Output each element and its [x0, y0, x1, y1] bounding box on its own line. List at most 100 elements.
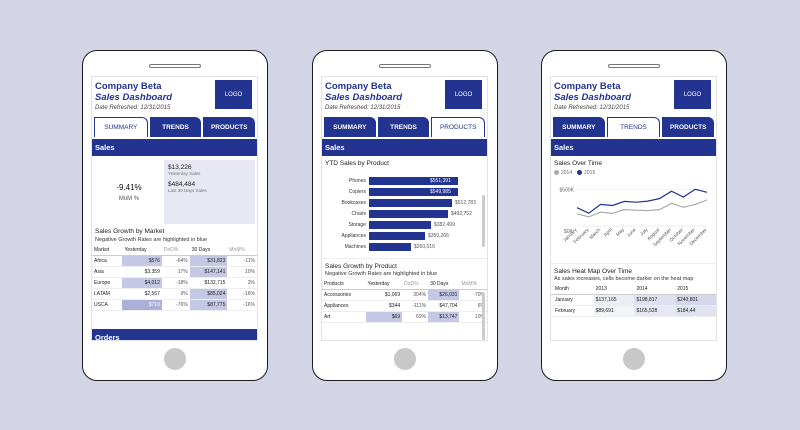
legend-dot-icon	[554, 170, 559, 176]
chart-scrollbar[interactable]	[482, 195, 485, 247]
legend-item-2014[interactable]: 2014	[554, 170, 572, 176]
logo: LOGO	[215, 80, 252, 109]
heat-map-title: Sales Heat Map Over Time	[551, 263, 716, 276]
screen: Company Beta Sales Dashboard Date Refres…	[550, 76, 717, 341]
col-2013: 2013	[593, 284, 635, 295]
mom-label: MoM %	[118, 195, 140, 202]
home-button[interactable]	[394, 348, 416, 370]
table-row: USCA $710 -76% $87,775 -16%	[92, 299, 257, 311]
section-sales: Sales	[551, 139, 716, 156]
chart-title: YTD Sales by Product	[325, 160, 389, 167]
cell: $3,359	[122, 266, 162, 278]
cell: -70%	[459, 289, 487, 301]
bar-row: Appliances $350,266	[322, 230, 487, 241]
home-button[interactable]	[164, 348, 186, 370]
table-row: Art $69 69% $13,747 10%	[322, 311, 487, 323]
bar[interactable]	[369, 242, 411, 251]
tab-products[interactable]: PRODUCTS	[431, 117, 486, 137]
market-growth-table: Market Yesterday DoD% 30 Days MoM% Afric…	[92, 245, 257, 311]
tab-trends[interactable]: TRENDS	[606, 117, 661, 137]
cell: Art	[322, 311, 366, 323]
bar[interactable]	[369, 176, 458, 185]
bar-category-label: Bookcases	[341, 199, 366, 206]
tab-products[interactable]: PRODUCTS	[662, 117, 715, 137]
cell: -64%	[161, 255, 190, 267]
yesterday-sales-value: $13,226	[168, 164, 192, 171]
cell: January	[551, 294, 594, 306]
bar-track: $260,016	[369, 242, 484, 251]
cell: Accessories	[322, 289, 366, 301]
table-row: Africa $576 -64% $31,823 -11%	[92, 255, 257, 267]
bar-value-label: $382,499	[434, 221, 455, 228]
heat-map-table: Month 2013 2014 2015 January $137,165 $1…	[551, 284, 716, 317]
col-yesterday: Yesterday	[365, 279, 403, 290]
heat-map-note: As sales increases, cells become darker …	[554, 276, 694, 282]
cell: $89,691	[593, 305, 635, 317]
bar-row: Chairs $492,752	[322, 208, 487, 219]
last30-sales-value: $484,484	[168, 181, 196, 188]
last30-sales-label: Last 30 Days Sales	[168, 188, 207, 193]
bar-category-label: Storage	[348, 221, 366, 228]
cell: $240,801	[675, 294, 716, 306]
bar[interactable]	[369, 187, 458, 196]
bar-row: Machines $260,016	[322, 241, 487, 252]
cell: 6%	[459, 300, 487, 312]
bar-value-label: $350,266	[428, 232, 449, 239]
speaker	[608, 64, 660, 68]
bar-row: Storage $382,499	[322, 219, 487, 230]
cell: $710	[122, 299, 162, 311]
cell: -111%	[402, 300, 429, 312]
bar-value-label: $492,752	[451, 210, 472, 217]
bar[interactable]	[369, 220, 431, 229]
cell: 3%	[227, 277, 257, 289]
x-tick-label: June	[626, 227, 638, 239]
kpi-card: -9.41% MoM % $13,226 Yesterday Sales $48…	[94, 160, 255, 224]
phone-summary: Company Beta Sales Dashboard Date Refres…	[82, 50, 268, 381]
tab-trends[interactable]: TRENDS	[149, 117, 202, 137]
table-row: February $89,691 $165,528 $184,44	[551, 305, 716, 317]
legend-item-2015[interactable]: 2015	[577, 170, 595, 176]
bar-track: $350,266	[369, 231, 484, 240]
tab-products[interactable]: PRODUCTS	[203, 117, 256, 137]
tab-bar: SUMMARY TRENDS PRODUCTS	[92, 117, 257, 137]
table-row: Appliances $344 -111% $47,704 6%	[322, 300, 487, 312]
tab-trends[interactable]: TRENDS	[377, 117, 430, 137]
company-name: Company Beta	[325, 81, 392, 92]
mom-value: -9.41%	[116, 182, 142, 192]
bar[interactable]	[369, 198, 452, 207]
logo: LOGO	[674, 80, 711, 109]
cell: $344	[365, 300, 403, 312]
sales-summary: $13,226 Yesterday Sales $484,484 Last 30…	[164, 160, 255, 224]
cell: Africa	[92, 255, 123, 267]
tab-summary[interactable]: SUMMARY	[553, 117, 605, 137]
report-header: Company Beta Sales Dashboard Date Refres…	[551, 77, 716, 117]
cell: -11%	[227, 255, 257, 267]
bar[interactable]	[369, 209, 448, 218]
home-button[interactable]	[623, 348, 645, 370]
cell: $87,775	[189, 299, 228, 311]
x-tick-label: July	[639, 227, 650, 238]
bar[interactable]	[369, 231, 425, 240]
speaker	[379, 64, 431, 68]
mom-kpi: -9.41% MoM %	[94, 160, 164, 224]
tab-summary[interactable]: SUMMARY	[94, 117, 148, 137]
cell: 69%	[402, 311, 429, 323]
cell: Asia	[92, 266, 123, 278]
table-scrollbar[interactable]	[482, 293, 485, 340]
bar-row: Copiers $549,985	[322, 186, 487, 197]
cell: $85,024	[189, 288, 228, 300]
ytd-sales-bar-chart: Phones $551,391 Copiers $549,985 Bookcases $5…	[322, 175, 487, 252]
cell: 10%	[227, 266, 257, 278]
series-line-2015[interactable]	[576, 188, 708, 214]
cell: $26,031	[428, 289, 460, 301]
tab-summary[interactable]: SUMMARY	[324, 117, 376, 137]
series-line-2014[interactable]	[576, 199, 708, 218]
table-row: Asia $3,359 17% $147,141 10%	[92, 266, 257, 278]
bar-row: Phones $551,391	[322, 175, 487, 186]
bar-value-label: $551,391	[430, 177, 451, 184]
table-note: Negative Growth Rates are highlighted in…	[325, 271, 438, 277]
cell: -16%	[227, 288, 257, 300]
cell: -16%	[227, 299, 257, 311]
cell: $1,069	[365, 289, 403, 301]
